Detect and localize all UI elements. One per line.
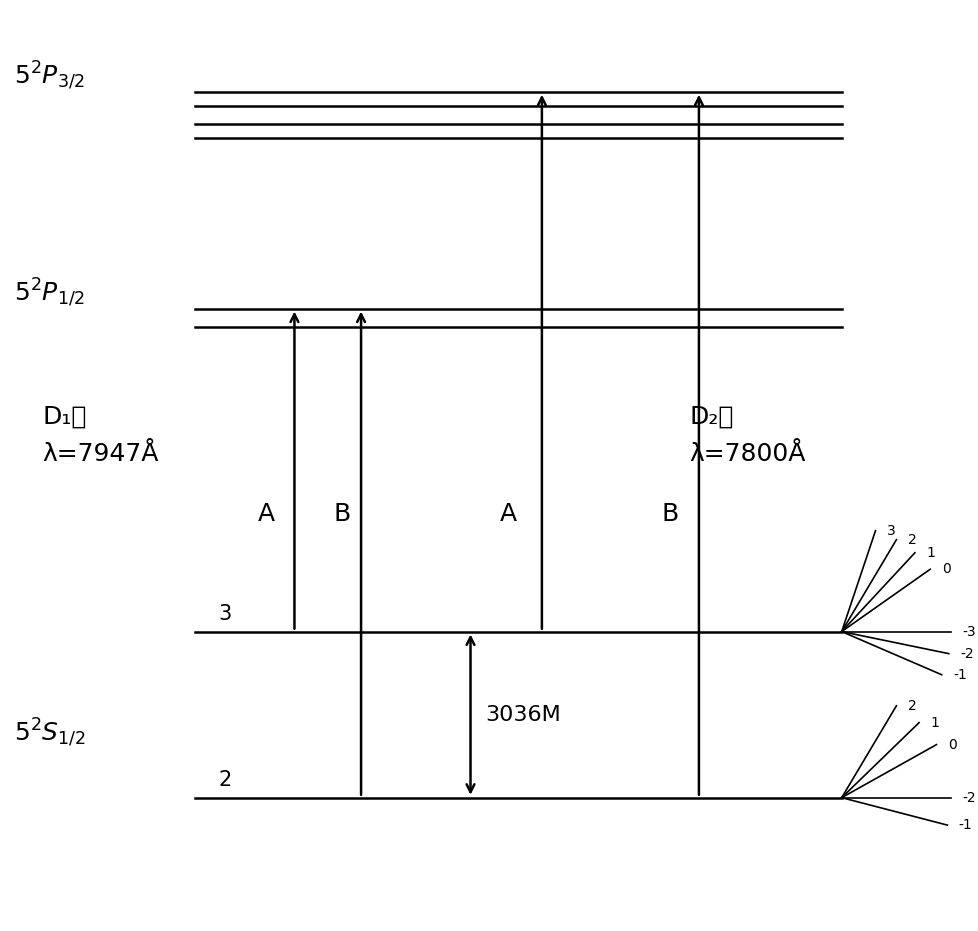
Text: 1: 1 (925, 546, 934, 560)
Text: $5^2S_{1/2}$: $5^2S_{1/2}$ (14, 717, 85, 749)
Text: 0: 0 (941, 562, 950, 576)
Text: A: A (257, 502, 274, 526)
Text: 2: 2 (218, 770, 232, 790)
Text: 3036M: 3036M (484, 705, 560, 724)
Text: A: A (500, 502, 516, 526)
Text: -2: -2 (959, 647, 973, 661)
Text: 3: 3 (218, 604, 232, 624)
Text: λ=7947Å: λ=7947Å (42, 442, 158, 466)
Text: 0: 0 (947, 737, 956, 751)
Text: D₁线: D₁线 (42, 405, 86, 429)
Text: 2: 2 (907, 533, 915, 546)
Text: -1: -1 (953, 668, 966, 681)
Text: -3: -3 (961, 625, 975, 639)
Text: 1: 1 (929, 716, 939, 730)
Text: B: B (661, 502, 679, 526)
Text: λ=7800Å: λ=7800Å (689, 442, 805, 466)
Text: D₂线: D₂线 (689, 405, 734, 429)
Text: -1: -1 (957, 818, 971, 832)
Text: 3: 3 (886, 523, 895, 538)
Text: B: B (333, 502, 350, 526)
Text: $5^2P_{1/2}$: $5^2P_{1/2}$ (14, 277, 84, 309)
Text: $5^2P_{3/2}$: $5^2P_{3/2}$ (14, 60, 84, 92)
Text: 2: 2 (907, 699, 915, 713)
Text: -2: -2 (961, 790, 975, 804)
